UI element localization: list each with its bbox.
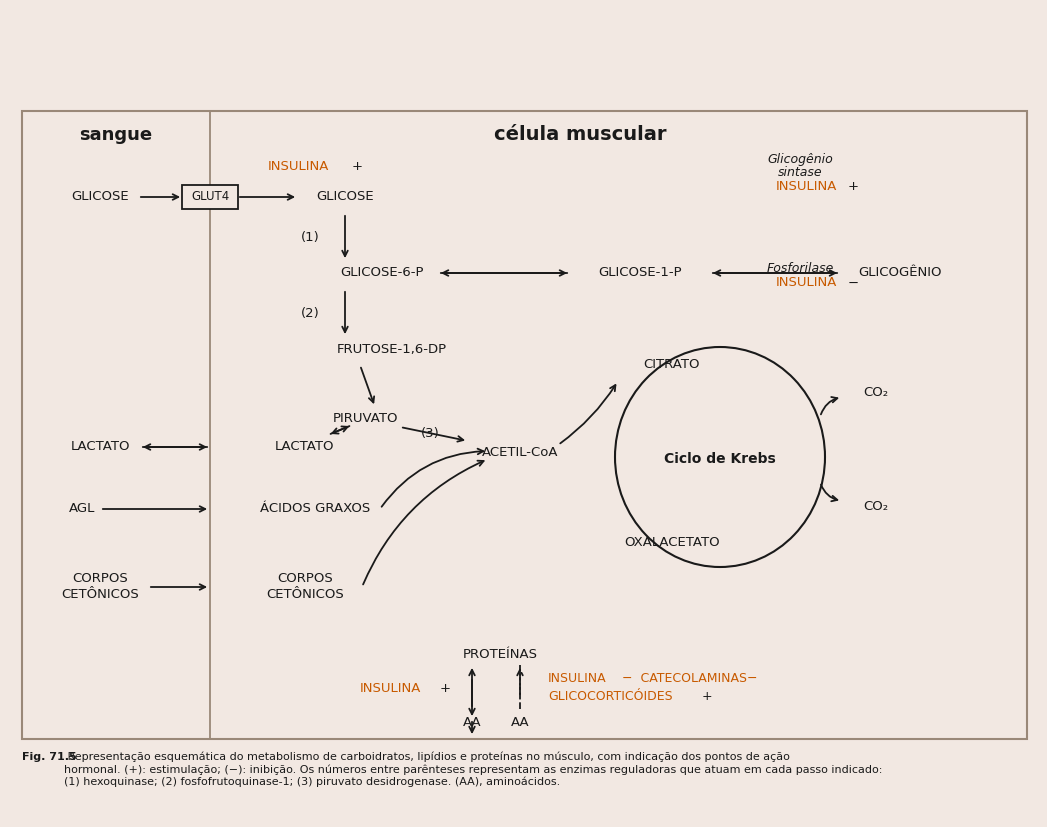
Text: CETÔNICOS: CETÔNICOS: [266, 589, 343, 601]
Text: GLICOSE-6-P: GLICOSE-6-P: [340, 266, 424, 280]
Text: CORPOS: CORPOS: [72, 572, 128, 586]
Text: +: +: [848, 180, 859, 194]
Text: Ciclo de Krebs: Ciclo de Krebs: [664, 452, 776, 466]
Text: INSULINA: INSULINA: [360, 682, 421, 696]
Text: −  CATECOLAMINAS−: − CATECOLAMINAS−: [618, 672, 757, 686]
Text: GLICOCORTICÓIDES: GLICOCORTICÓIDES: [548, 691, 672, 704]
Text: GLICOSE: GLICOSE: [316, 190, 374, 203]
Text: CO₂: CO₂: [864, 500, 889, 514]
Text: ACETIL-CoA: ACETIL-CoA: [482, 447, 558, 460]
Text: INSULINA: INSULINA: [776, 180, 838, 194]
Text: Representação esquemática do metabolismo de carboidratos, lipídios e proteínas n: Representação esquemática do metabolismo…: [64, 752, 883, 787]
Bar: [22, 111, 1027, 739]
Text: CO₂: CO₂: [864, 386, 889, 399]
Text: +: +: [440, 682, 451, 696]
Text: GLICOSE-1-P: GLICOSE-1-P: [598, 266, 682, 280]
Text: AGL: AGL: [69, 503, 95, 515]
Text: AA: AA: [511, 716, 530, 729]
Text: AA: AA: [463, 716, 482, 729]
Text: Glicogênio: Glicogênio: [767, 152, 832, 165]
Text: célula muscular: célula muscular: [494, 126, 666, 145]
Text: LACTATO: LACTATO: [70, 441, 130, 453]
Text: (1): (1): [300, 231, 319, 243]
Text: GLICOGÊNIO: GLICOGÊNIO: [859, 266, 941, 280]
Text: INSULINA: INSULINA: [548, 672, 606, 686]
Text: Fosforilase: Fosforilase: [766, 262, 833, 275]
FancyBboxPatch shape: [182, 185, 238, 209]
Text: ÁCIDOS GRAXOS: ÁCIDOS GRAXOS: [260, 503, 371, 515]
Text: Fig. 71.5: Fig. 71.5: [22, 752, 76, 762]
Text: sintase: sintase: [778, 166, 822, 179]
Text: GLUT4: GLUT4: [191, 190, 229, 203]
Text: CETÔNICOS: CETÔNICOS: [61, 589, 139, 601]
Text: PROTEÍNAS: PROTEÍNAS: [463, 648, 537, 662]
Text: INSULINA: INSULINA: [776, 276, 838, 289]
Text: +: +: [698, 691, 713, 704]
Text: LACTATO: LACTATO: [275, 441, 335, 453]
Text: (2): (2): [300, 307, 319, 319]
Text: INSULINA: INSULINA: [268, 160, 330, 174]
Text: +: +: [352, 160, 363, 174]
Text: GLICOSE: GLICOSE: [71, 190, 129, 203]
Text: CORPOS: CORPOS: [277, 572, 333, 586]
Text: (3): (3): [421, 427, 440, 439]
Text: FRUTOSE-1,6-DP: FRUTOSE-1,6-DP: [337, 342, 447, 356]
Text: OXALACETATO: OXALACETATO: [624, 536, 720, 548]
Text: sangue: sangue: [80, 126, 153, 144]
Text: PIRUVATO: PIRUVATO: [332, 413, 398, 426]
Text: −: −: [848, 276, 860, 289]
Text: CITRATO: CITRATO: [644, 358, 700, 371]
